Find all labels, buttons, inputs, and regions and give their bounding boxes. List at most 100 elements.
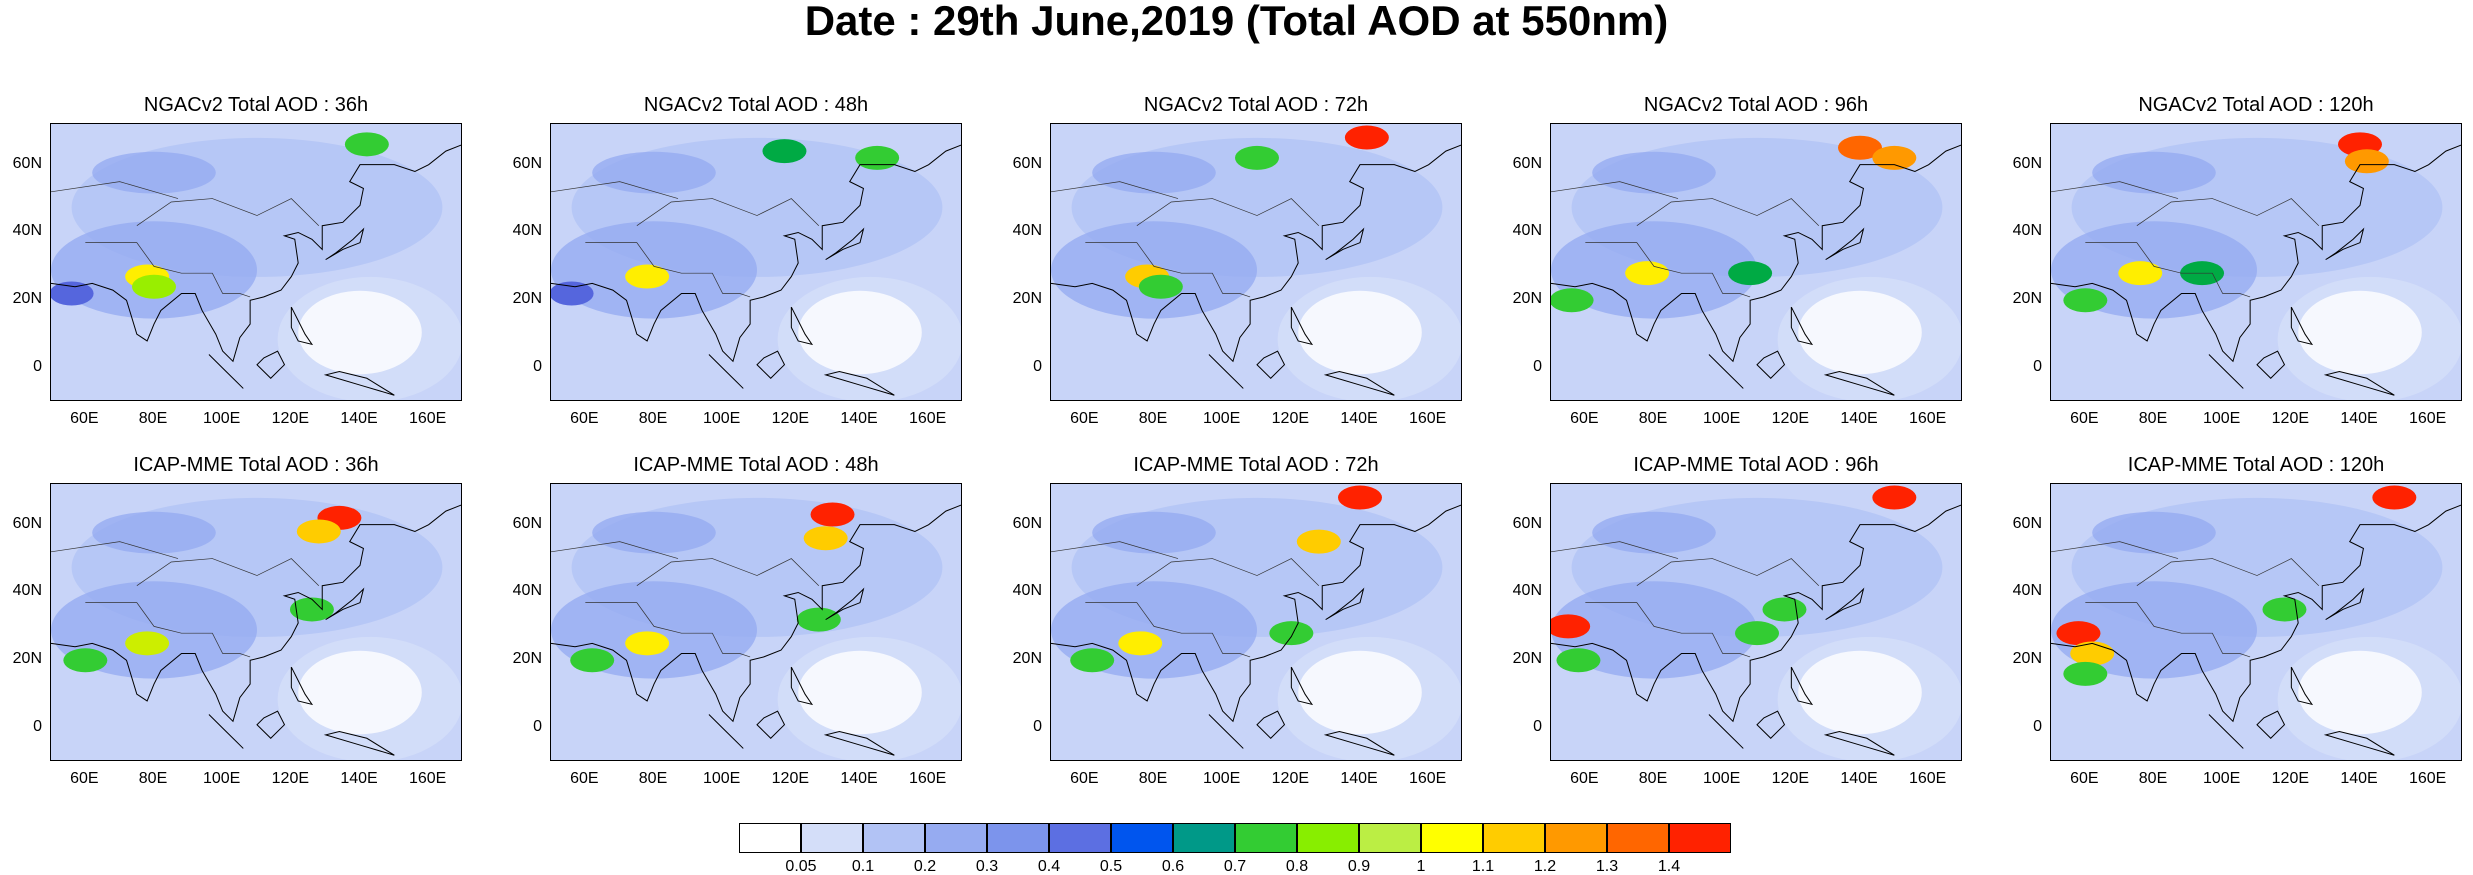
colorbar-label: 1.2 — [1533, 858, 1557, 875]
aod-field-patch — [592, 151, 716, 194]
aod-field-patch — [1592, 151, 1716, 194]
country-border — [1585, 602, 1751, 658]
island-outline — [323, 370, 395, 396]
map-panel: ICAP-MME Total AOD : 96h 60N 40N 20N 0 60E 80E… — [1513, 455, 1962, 815]
lon-tick-label: 160E — [1408, 770, 1447, 787]
country-border — [51, 181, 179, 199]
aod-field-patch — [1092, 511, 1216, 554]
lon-tick-label: 140E — [2340, 410, 2378, 427]
island-outline — [825, 587, 865, 621]
lat-tick-label: 20N — [2012, 650, 2042, 668]
map-panel: NGACv2 Total AOD : 72h 60N 40N 20N 0 60E 80E 10… — [1013, 95, 1462, 455]
colorbar-swatch — [925, 823, 987, 853]
aod-hotspot — [2063, 288, 2108, 313]
island-outline — [2290, 306, 2314, 346]
island-outline — [1825, 587, 1865, 621]
lon-tick-label: 140E — [1340, 410, 1378, 427]
island-outline — [1823, 730, 1895, 756]
lat-tick-label: 20N — [1512, 650, 1542, 668]
map-panel: NGACv2 Total AOD : 48h 60N 40N 20N 0 60E 80E 10… — [513, 95, 962, 455]
island-outline — [825, 227, 865, 261]
aod-hotspot — [1296, 529, 1341, 554]
country-border — [1636, 198, 1820, 226]
country-border — [2085, 602, 2251, 658]
island-outline — [1325, 227, 1365, 261]
aod-hotspot — [1872, 485, 1917, 510]
lat-tick-label: 60N — [12, 514, 42, 532]
aod-hotspot — [296, 519, 341, 544]
country-border — [636, 198, 820, 226]
panel-title: NGACv2 Total AOD : 36h — [143, 94, 369, 116]
lat-tick-label: 20N — [512, 650, 542, 668]
lon-tick-label: 100E — [2202, 770, 2241, 787]
colorbar-label: 0.8 — [1285, 858, 1309, 875]
lon-tick-label: 60E — [1070, 410, 1099, 427]
map-panel: NGACv2 Total AOD : 96h 60N 40N 20N 0 60E 80E 10… — [1513, 95, 1962, 455]
lon-tick-label: 120E — [271, 410, 310, 427]
country-border — [1051, 541, 1179, 559]
lon-tick-label: 100E — [1702, 410, 1741, 427]
lon-tick-label: 120E — [2271, 770, 2310, 787]
lat-tick-label: 40N — [512, 222, 542, 240]
island-outline — [2256, 350, 2286, 379]
island-outline — [756, 350, 786, 379]
lon-tick-label: 120E — [271, 770, 310, 787]
island-outline — [1708, 354, 1744, 389]
aod-field-patch — [298, 650, 422, 735]
aod-hotspot — [1625, 261, 1670, 286]
lon-tick-label: 120E — [1771, 770, 1810, 787]
map-panel: ICAP-MME Total AOD : 48h 60N 40N 20N 0 60E 80E… — [513, 455, 962, 815]
lat-tick-label: 0 — [1033, 358, 1042, 376]
aod-hotspot — [551, 281, 594, 306]
island-outline — [1323, 730, 1395, 756]
aod-hotspot — [1735, 621, 1779, 646]
lon-tick-label: 60E — [70, 770, 99, 787]
lon-tick-label: 100E — [2202, 410, 2241, 427]
lon-tick-label: 80E — [2138, 410, 2168, 427]
aod-map — [550, 123, 962, 401]
lat-tick-label: 40N — [1512, 222, 1542, 240]
colorbar-swatch — [801, 823, 863, 853]
country-border — [136, 558, 320, 586]
aod-field-patch — [1092, 151, 1216, 194]
lat-tick-label: 60N — [2012, 154, 2042, 172]
lat-tick-label: 0 — [33, 358, 42, 376]
aod-field-patch — [2298, 290, 2422, 375]
colorbar-swatch — [1173, 823, 1235, 853]
colorbar-swatch — [1049, 823, 1111, 853]
lon-tick-label: 60E — [2070, 770, 2099, 787]
island-outline — [1823, 370, 1895, 396]
island-outline — [323, 730, 395, 756]
lon-tick-label: 120E — [2271, 410, 2310, 427]
map-panel: ICAP-MME Total AOD : 36h 60N 40N 20N 0 60E 80E… — [13, 455, 462, 815]
lat-tick-label: 0 — [1533, 358, 1542, 376]
island-outline — [2323, 730, 2395, 756]
coastline — [2051, 504, 2461, 723]
country-border — [1636, 558, 1820, 586]
island-outline — [2208, 354, 2244, 389]
country-border — [136, 198, 320, 226]
lon-tick-label: 80E — [138, 770, 168, 787]
lat-tick-label: 60N — [1512, 154, 1542, 172]
colorbar-label: 0.6 — [1161, 858, 1185, 875]
country-border — [2136, 198, 2320, 226]
colorbar-label: 0.3 — [975, 858, 999, 875]
aod-hotspot — [1551, 288, 1594, 313]
aod-field-patch — [92, 511, 216, 554]
aod-hotspot — [570, 648, 615, 673]
island-outline — [790, 306, 814, 346]
country-border — [2085, 242, 2251, 298]
lon-tick-label: 160E — [408, 410, 447, 427]
colorbar-label: 0.4 — [1037, 858, 1061, 875]
aod-hotspot — [2056, 621, 2101, 646]
island-outline — [325, 587, 365, 621]
lon-tick-label: 100E — [702, 410, 741, 427]
lon-tick-label: 120E — [771, 410, 810, 427]
aod-hotspot — [1556, 648, 1601, 673]
colorbar-swatch — [1359, 823, 1421, 853]
aod-hotspot — [1838, 135, 1882, 160]
colorbar-swatch — [1669, 823, 1731, 853]
colorbar-label: 1 — [1416, 858, 1426, 875]
lon-tick-label: 80E — [638, 410, 668, 427]
island-outline — [1256, 350, 1286, 379]
